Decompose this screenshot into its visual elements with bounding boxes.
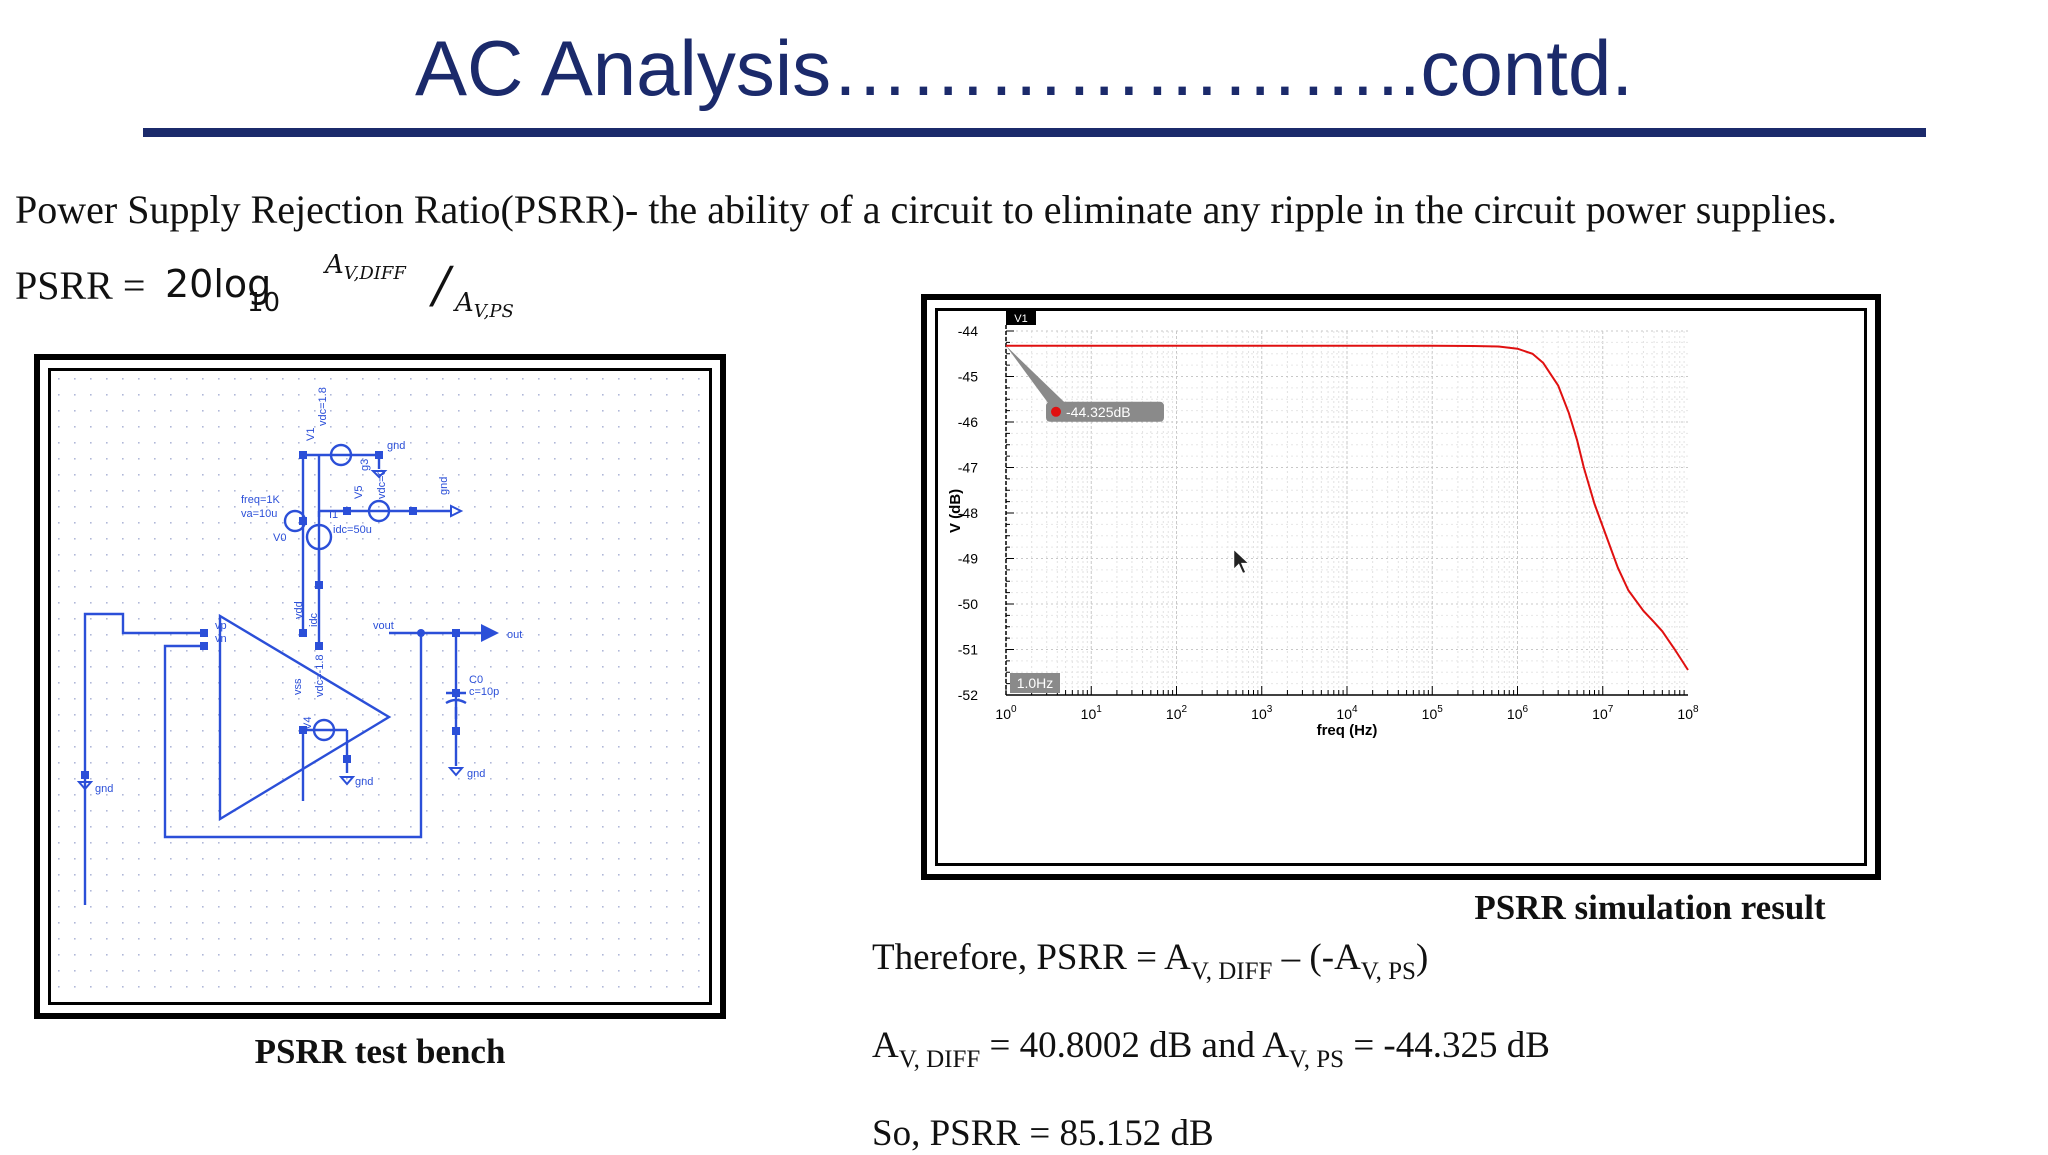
x-tick-label: 101	[1081, 704, 1103, 722]
gain-values: AV, DIFF = 40.8002 dB and AV, PS = -44.3…	[872, 1025, 1550, 1073]
test-bench-caption: PSRR test bench	[254, 1032, 506, 1071]
label-gnd-left: gnd	[95, 783, 113, 795]
y-tick-label: -48	[958, 505, 978, 521]
y-tick-label: -44	[958, 323, 978, 339]
slide-title: AC Analysis…………………..contd.	[415, 24, 1633, 112]
out-pin-arrow	[481, 624, 499, 642]
label-gnd-top: gnd	[387, 440, 405, 452]
formula-log: 20log	[165, 262, 272, 306]
y-tick-label: -47	[958, 460, 978, 476]
label-out: out	[507, 629, 522, 641]
v4-source-symbol	[312, 718, 336, 742]
v1-source-symbol	[329, 443, 353, 467]
formula-slash: /	[433, 256, 450, 314]
x-tick-label: 103	[1251, 704, 1273, 722]
series-line	[1006, 344, 1689, 671]
marker-tag	[1006, 311, 1036, 325]
psrr-test-bench-schematic: vdc=1.8 V1 gnd g3 freq=1K va=10u V0 I1 i…	[51, 371, 709, 1002]
label-vss-pin: vss	[292, 678, 304, 695]
label-vdd-pin: vdd	[293, 601, 305, 619]
label-vout: vout	[373, 620, 394, 632]
y-tick-label: -51	[958, 642, 978, 658]
marker-tag-label: V1	[1014, 313, 1027, 325]
psrr-formula: PSRR = 20log 10 AV,DIFF / AV,PS	[15, 250, 535, 323]
label-v4: V4	[302, 717, 314, 730]
cursor-readout-box	[1010, 673, 1060, 693]
simulation-caption: PSRR simulation result	[1474, 888, 1826, 927]
label-gnd-bottom: gnd	[355, 776, 373, 788]
chart-grid	[1005, 330, 1688, 696]
label-vdc-v5: vdc=0	[376, 469, 388, 499]
psrr-result: So, PSRR = 85.152 dB	[872, 1113, 1214, 1154]
x-tick-label: 105	[1422, 704, 1444, 722]
label-idc-pin: idc	[308, 612, 320, 627]
title-underline	[143, 128, 1926, 137]
label-cval: c=10p	[469, 686, 499, 698]
test-bench-frame: vdc=1.8 V1 gnd g3 freq=1K va=10u V0 I1 i…	[34, 354, 726, 1019]
marker-dot	[1051, 406, 1061, 417]
label-c0: C0	[469, 674, 483, 686]
label-vp: vp	[215, 620, 227, 632]
label-vdc-top: vdc=1.8	[317, 387, 329, 426]
x-tick-label: 108	[1677, 704, 1699, 722]
mouse-cursor-icon	[1233, 548, 1251, 575]
label-freq: freq=1K	[241, 494, 280, 506]
x-tick-label: 100	[995, 704, 1017, 722]
label-vn: vn	[215, 633, 227, 645]
x-tick-label: 104	[1336, 704, 1358, 722]
formula-numerator: AV,DIFF	[325, 250, 406, 285]
x-tick-label: 106	[1507, 704, 1529, 722]
label-v5: V5	[353, 486, 365, 499]
psrr-relation: Therefore, PSRR = AV, DIFF – (-AV, PS)	[872, 937, 1429, 985]
x-tick-label: 107	[1592, 704, 1614, 722]
marker-value-label: -44.325dB	[1066, 404, 1131, 420]
y-tick-label: -52	[958, 687, 978, 703]
cursor-readout: 1.0Hz	[1017, 675, 1054, 691]
simulation-plot-frame: -44 -45 -46 -47 -48 -49 -50 -51 -52 100 101 102 103 1…	[921, 294, 1881, 880]
plot-window[interactable]: -44 -45 -46 -47 -48 -49 -50 -51 -52 100 101 102 103 1…	[935, 308, 1867, 866]
formula-lhs: PSRR =	[15, 263, 146, 308]
label-va: va=10u	[241, 508, 277, 520]
chart-marker[interactable]: V1 -44.325dB 1.0Hz	[1006, 311, 1164, 693]
y-tick-label: -45	[958, 369, 978, 385]
label-gnd-cap: gnd	[467, 768, 485, 780]
gnd-symbol	[370, 470, 388, 479]
label-v0: V0	[273, 532, 286, 544]
label-v1: V1	[305, 428, 317, 441]
schematic-canvas[interactable]: vdc=1.8 V1 gnd g3 freq=1K va=10u V0 I1 i…	[48, 368, 712, 1005]
y-tick-label: -49	[958, 551, 978, 567]
y-tick-label: -50	[958, 596, 978, 612]
y-axis-label: V (dB)	[947, 489, 964, 533]
chart-axes: -44 -45 -46 -47 -48 -49 -50 -51 -52 100 101 102 103 1…	[958, 323, 1699, 722]
marker-pointer	[1006, 345, 1066, 414]
label-idc: idc=50u	[333, 524, 372, 536]
formula-log-base: 10	[247, 288, 281, 318]
v5-source-symbol	[367, 499, 391, 523]
label-g3: g3	[359, 459, 371, 471]
y-tick-label: -46	[958, 414, 978, 430]
label-vdc-bottom: vdc=-1.8	[314, 655, 326, 698]
gnd-symbol	[76, 781, 94, 791]
label-i1: I1	[329, 509, 338, 521]
psrr-chart: -44 -45 -46 -47 -48 -49 -50 -51 -52 100 101 102 103 1…	[947, 311, 1699, 739]
label-gnd-v5: gnd	[438, 477, 450, 495]
x-axis-label: freq (Hz)	[1317, 722, 1378, 739]
formula-denominator: AV,PS	[455, 288, 514, 323]
gnd-symbol	[338, 776, 356, 786]
chart-series	[1006, 344, 1689, 671]
gnd-symbol	[447, 767, 465, 777]
marker-callout	[1046, 401, 1164, 422]
psrr-definition: Power Supply Rejection Ratio(PSRR)- the …	[15, 187, 1837, 232]
x-tick-label: 102	[1166, 704, 1188, 722]
grid-dots	[51, 371, 709, 1002]
opamp-symbol	[218, 613, 392, 822]
